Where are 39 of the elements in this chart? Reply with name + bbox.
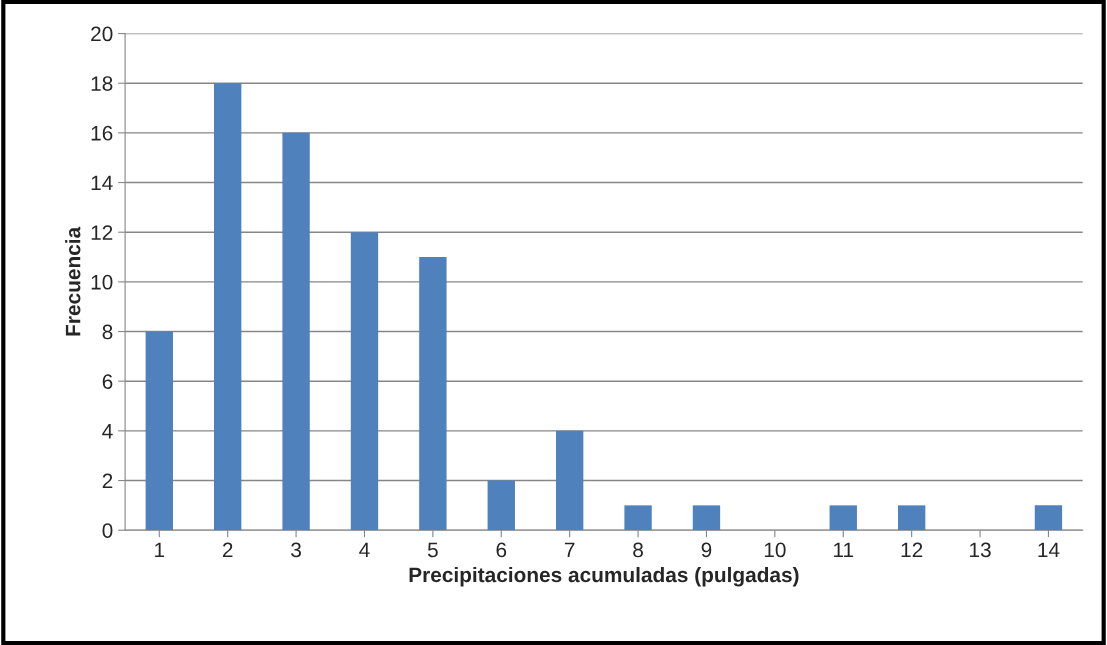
y-tick-label: 0	[102, 523, 113, 538]
x-tick-label: 12	[901, 542, 923, 558]
y-tick-label: 14	[91, 175, 113, 191]
bar	[487, 480, 515, 531]
bar	[555, 430, 584, 531]
x-tick-label: 13	[970, 542, 991, 558]
x-axis-title: Precipitaciones acumuladas (pulgadas)	[409, 566, 799, 587]
x-tick-label: 5	[427, 542, 438, 558]
y-tick-label: 18	[91, 76, 113, 91]
bar	[214, 83, 242, 531]
x-tick-label: 8	[633, 542, 643, 558]
y-tick-label: 12	[91, 225, 113, 240]
y-tick-label: 16	[91, 125, 113, 141]
bar	[145, 331, 173, 531]
y-axis-title: Frecuencia	[65, 226, 81, 336]
bar	[350, 232, 379, 531]
x-tick-label: 6	[496, 542, 507, 558]
x-tick-label: 3	[291, 542, 301, 558]
bar	[419, 257, 447, 531]
bar	[282, 132, 310, 531]
y-tick-label: 2	[102, 473, 113, 489]
bar	[1034, 505, 1063, 531]
y-tick-label: 6	[102, 374, 113, 389]
bar	[829, 505, 857, 531]
x-tick-label: 4	[359, 542, 370, 558]
y-tick-label: 20	[91, 26, 113, 42]
x-tick-label: 14	[1038, 542, 1060, 558]
x-tick-label: 11	[834, 542, 854, 558]
bar	[692, 505, 721, 531]
x-tick-label: 9	[701, 542, 712, 558]
x-tick-label: 10	[764, 542, 786, 558]
y-tick-label: 4	[102, 424, 113, 439]
bar	[897, 505, 926, 531]
bar	[624, 505, 652, 531]
y-tick-label: 10	[91, 274, 113, 290]
x-tick-label: 7	[564, 542, 575, 558]
y-tick-label: 8	[102, 324, 113, 340]
x-tick-label: 2	[222, 542, 233, 558]
x-tick-label: 1	[155, 542, 165, 558]
